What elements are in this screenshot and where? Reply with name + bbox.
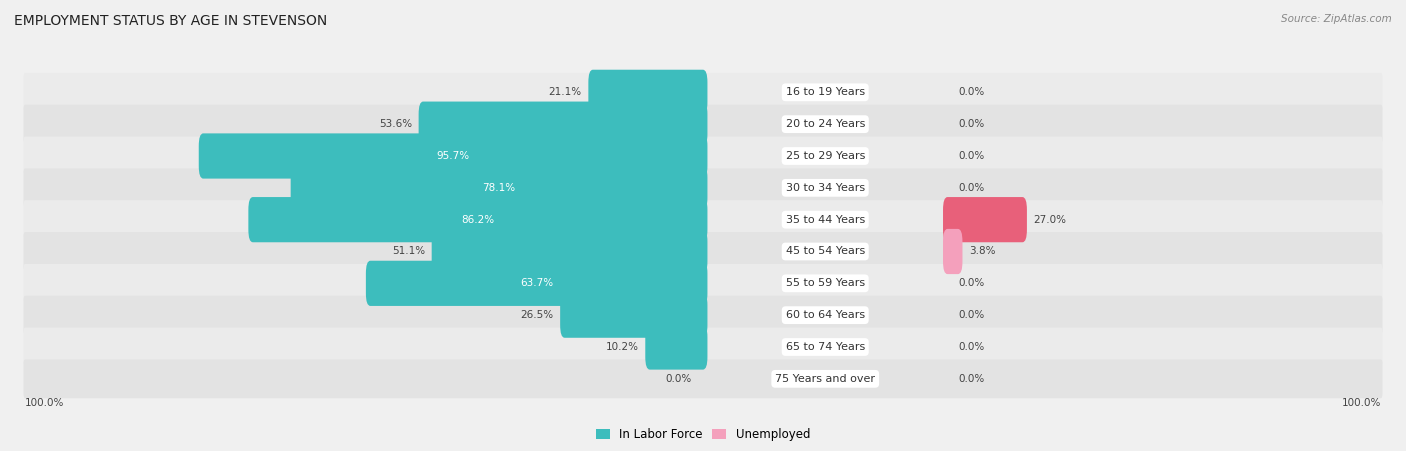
Text: 30 to 34 Years: 30 to 34 Years <box>786 183 865 193</box>
FancyBboxPatch shape <box>24 264 1382 303</box>
Text: 78.1%: 78.1% <box>482 183 516 193</box>
Text: 53.6%: 53.6% <box>378 119 412 129</box>
Text: 55 to 59 Years: 55 to 59 Years <box>786 278 865 288</box>
FancyBboxPatch shape <box>419 101 707 147</box>
FancyBboxPatch shape <box>291 165 707 211</box>
Text: 0.0%: 0.0% <box>959 87 984 97</box>
Text: 25 to 29 Years: 25 to 29 Years <box>786 151 865 161</box>
Text: 0.0%: 0.0% <box>959 151 984 161</box>
Text: EMPLOYMENT STATUS BY AGE IN STEVENSON: EMPLOYMENT STATUS BY AGE IN STEVENSON <box>14 14 328 28</box>
Text: 26.5%: 26.5% <box>520 310 554 320</box>
Text: 0.0%: 0.0% <box>959 342 984 352</box>
FancyBboxPatch shape <box>588 70 707 115</box>
Text: 95.7%: 95.7% <box>436 151 470 161</box>
FancyBboxPatch shape <box>198 133 707 179</box>
Text: 63.7%: 63.7% <box>520 278 553 288</box>
Legend: In Labor Force, Unemployed: In Labor Force, Unemployed <box>591 423 815 446</box>
Text: 86.2%: 86.2% <box>461 215 495 225</box>
FancyBboxPatch shape <box>24 73 1382 112</box>
FancyBboxPatch shape <box>943 197 1026 242</box>
FancyBboxPatch shape <box>24 296 1382 335</box>
FancyBboxPatch shape <box>249 197 707 242</box>
Text: 0.0%: 0.0% <box>959 374 984 384</box>
Text: 0.0%: 0.0% <box>959 310 984 320</box>
Text: Source: ZipAtlas.com: Source: ZipAtlas.com <box>1281 14 1392 23</box>
Text: 35 to 44 Years: 35 to 44 Years <box>786 215 865 225</box>
Text: 75 Years and over: 75 Years and over <box>775 374 875 384</box>
Text: 65 to 74 Years: 65 to 74 Years <box>786 342 865 352</box>
FancyBboxPatch shape <box>645 324 707 370</box>
FancyBboxPatch shape <box>24 359 1382 398</box>
Text: 27.0%: 27.0% <box>1033 215 1067 225</box>
FancyBboxPatch shape <box>24 327 1382 366</box>
Text: 60 to 64 Years: 60 to 64 Years <box>786 310 865 320</box>
Text: 3.8%: 3.8% <box>969 247 995 257</box>
FancyBboxPatch shape <box>24 200 1382 239</box>
FancyBboxPatch shape <box>24 105 1382 143</box>
FancyBboxPatch shape <box>432 229 707 274</box>
Text: 21.1%: 21.1% <box>548 87 582 97</box>
Text: 0.0%: 0.0% <box>665 374 692 384</box>
FancyBboxPatch shape <box>943 229 963 274</box>
Text: 10.2%: 10.2% <box>606 342 638 352</box>
Text: 0.0%: 0.0% <box>959 278 984 288</box>
Text: 0.0%: 0.0% <box>959 119 984 129</box>
Text: 100.0%: 100.0% <box>25 398 65 408</box>
Text: 51.1%: 51.1% <box>392 247 425 257</box>
Text: 20 to 24 Years: 20 to 24 Years <box>786 119 865 129</box>
FancyBboxPatch shape <box>366 261 707 306</box>
FancyBboxPatch shape <box>24 232 1382 271</box>
FancyBboxPatch shape <box>24 168 1382 207</box>
FancyBboxPatch shape <box>560 293 707 338</box>
Text: 16 to 19 Years: 16 to 19 Years <box>786 87 865 97</box>
Text: 45 to 54 Years: 45 to 54 Years <box>786 247 865 257</box>
FancyBboxPatch shape <box>24 137 1382 175</box>
Text: 100.0%: 100.0% <box>1341 398 1381 408</box>
Text: 0.0%: 0.0% <box>959 183 984 193</box>
